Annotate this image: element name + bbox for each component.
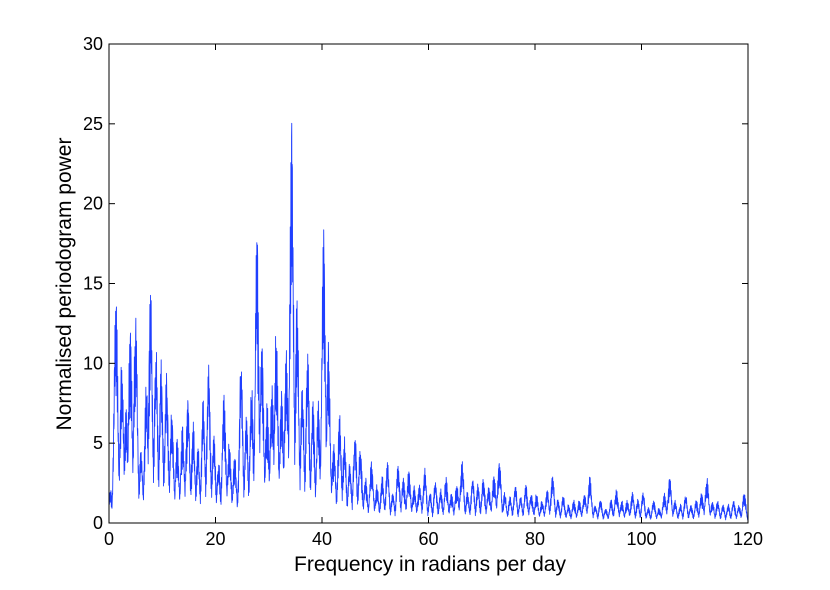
x-tick-label: 40	[312, 529, 332, 549]
y-tick-label: 25	[83, 114, 103, 134]
x-axis-label: Frequency in radians per day	[294, 553, 566, 576]
x-tick-label: 120	[733, 529, 763, 549]
x-tick-label: 100	[626, 529, 656, 549]
series-layer	[108, 122, 749, 521]
y-tick-label: 10	[83, 353, 103, 373]
y-tick-label: 0	[93, 513, 103, 533]
y-tick-label: 15	[83, 274, 103, 294]
y-tick-label: 30	[83, 34, 103, 54]
x-tick-label: 60	[418, 529, 438, 549]
y-tick-label: 20	[83, 194, 103, 214]
ticks-layer: 0 20 40 60 80 100 120 0 5 10 15 20 25 30	[83, 34, 763, 549]
periodogram-line	[108, 122, 749, 521]
x-tick-label: 20	[205, 529, 225, 549]
x-tick-label: 0	[104, 529, 114, 549]
y-tick-label: 5	[93, 433, 103, 453]
x-tick-label: 80	[525, 529, 545, 549]
y-axis-label: Normalised periodogram power	[53, 138, 76, 431]
plot-area: 0 20 40 60 80 100 120 0 5 10 15 20 25 30	[83, 34, 763, 549]
